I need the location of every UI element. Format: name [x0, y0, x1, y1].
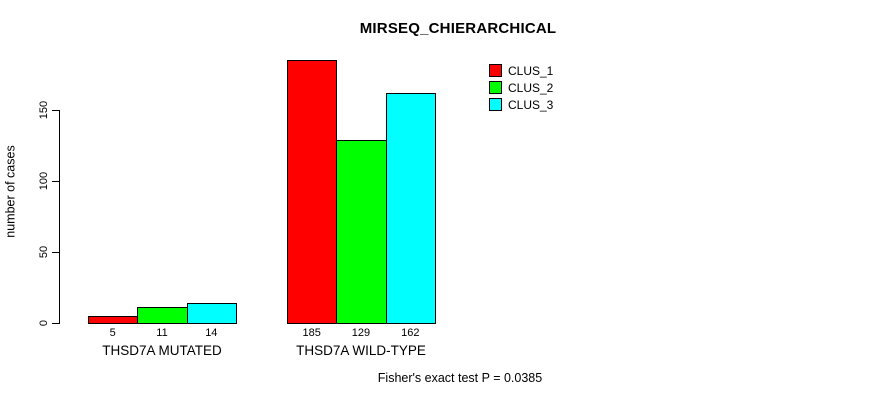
annotation-fisher-test: Fisher's exact test P = 0.0385	[377, 371, 543, 385]
bar-clus_2-2[interactable]	[336, 139, 387, 324]
legend-swatch-clus_3	[489, 98, 502, 111]
legend-label: CLUS_1	[508, 63, 554, 78]
y-axis-line	[59, 110, 60, 324]
bar-clus_1-2[interactable]	[287, 60, 338, 324]
y-axis-label: number of cases	[3, 145, 18, 238]
y-tick-label: 0	[38, 319, 50, 327]
bar-clus_3-1[interactable]	[186, 303, 237, 324]
legend-label: CLUS_3	[508, 97, 554, 112]
chart-title: MIRSEQ_CHIERARCHICAL	[359, 20, 557, 37]
bar-value-label: 129	[351, 327, 371, 339]
legend-item-clus_3: CLUS_3	[489, 96, 553, 113]
legend-swatch-clus_2	[489, 81, 502, 94]
bar-value-label: 14	[205, 327, 218, 339]
y-tick-label: 150	[38, 100, 50, 120]
bar-value-label: 5	[109, 327, 116, 339]
y-tick-mark	[52, 181, 59, 182]
y-tick-mark	[52, 252, 59, 253]
legend-label: CLUS_2	[508, 80, 554, 95]
bar-value-label: 185	[302, 327, 321, 339]
category-label: THSD7A MUTATED	[102, 343, 222, 358]
category-label: THSD7A WILD-TYPE	[296, 343, 426, 358]
y-tick-label: 50	[38, 245, 50, 259]
bar-value-label: 11	[156, 327, 168, 339]
legend-item-clus_1: CLUS_1	[489, 62, 553, 79]
bar-clus_2-1[interactable]	[137, 307, 188, 324]
legend: CLUS_1 CLUS_2 CLUS_3	[489, 62, 553, 113]
legend-swatch-clus_1	[489, 64, 502, 77]
bar-clus_1-1[interactable]	[88, 315, 139, 324]
y-tick-label: 100	[38, 171, 50, 191]
y-tick-mark	[52, 323, 59, 324]
bar-clus_3-2[interactable]	[385, 92, 436, 324]
legend-item-clus_2: CLUS_2	[489, 79, 553, 96]
bar-value-label: 162	[401, 327, 420, 339]
y-tick-mark	[52, 110, 59, 111]
